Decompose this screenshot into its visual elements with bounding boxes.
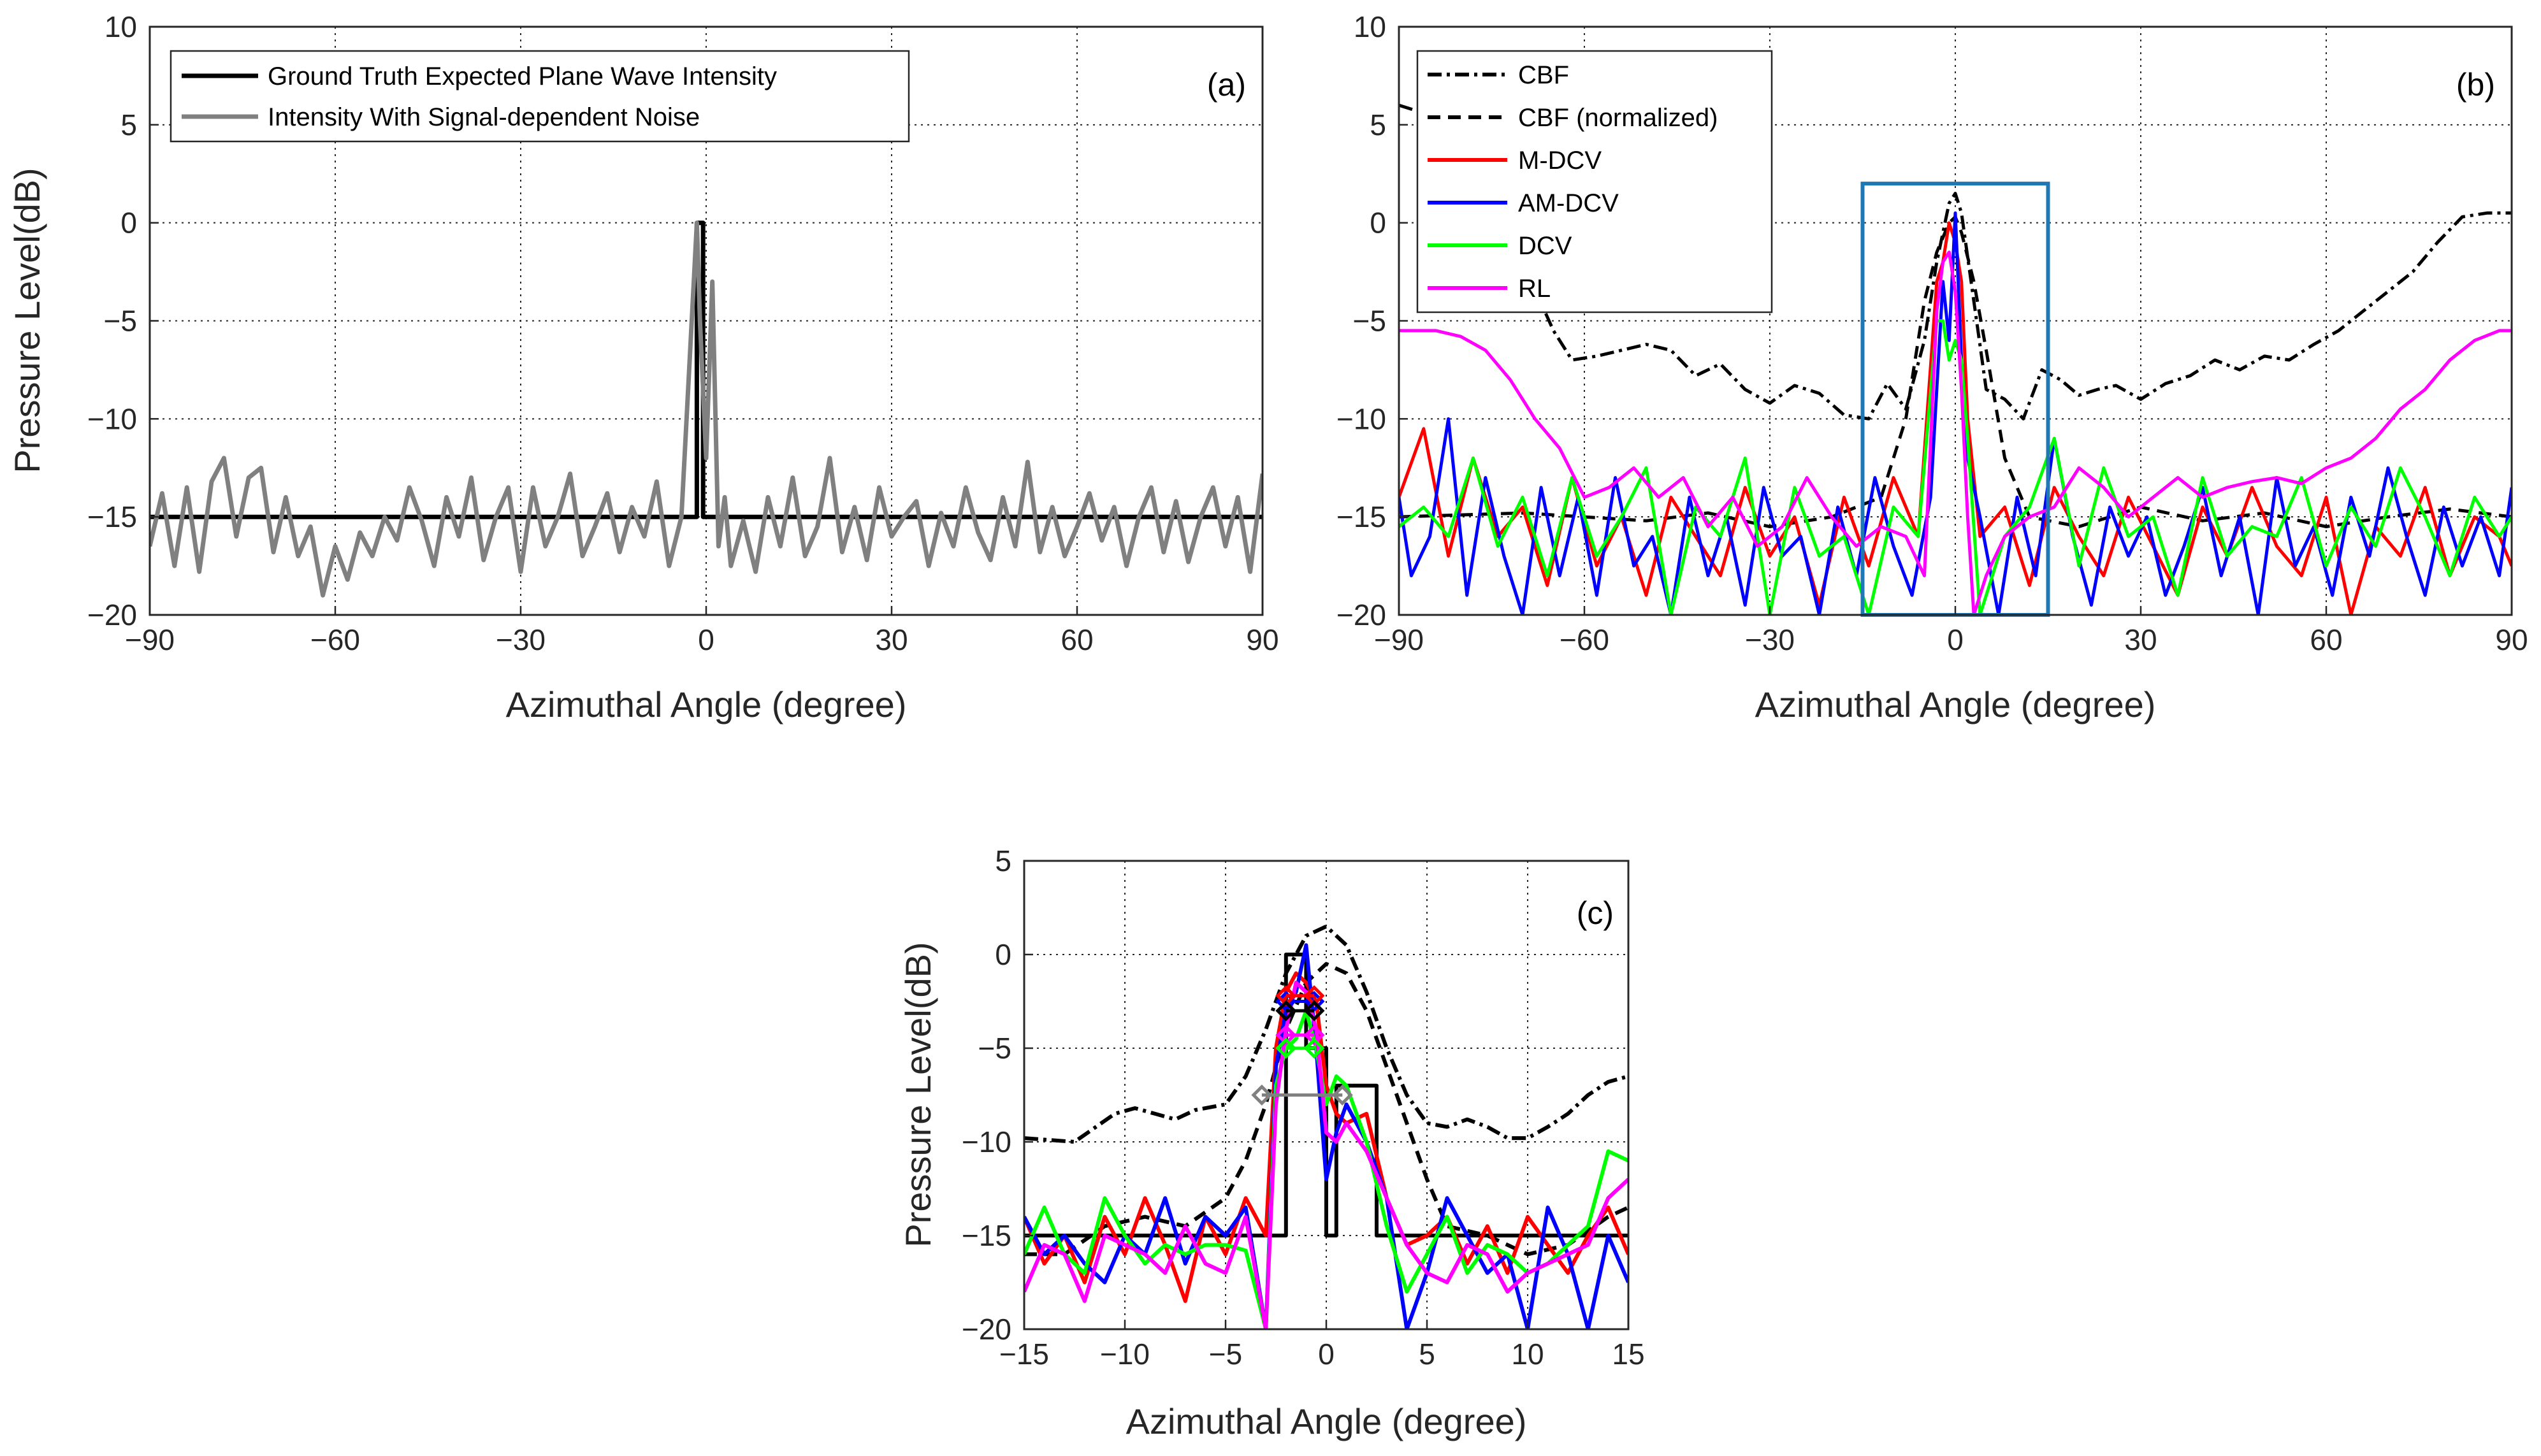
x-tick-label: 30 bbox=[875, 623, 908, 656]
panel-b-series bbox=[1399, 103, 2512, 615]
legend-dcv: DCV bbox=[1518, 232, 1572, 260]
x-tick-label: −10 bbox=[1100, 1337, 1150, 1371]
panel-b: −90 −60 −30 0 30 60 90 10 5 0 −5 −10 −15 −20 Azimutha… bbox=[1336, 10, 2528, 724]
legend-noise: Intensity With Signal-dependent Noise bbox=[268, 103, 700, 131]
x-tick-label: −90 bbox=[125, 623, 175, 656]
diamond-marker bbox=[1331, 1084, 1353, 1106]
y-tick-label: 0 bbox=[120, 206, 137, 240]
y-tick-label: −10 bbox=[1336, 402, 1386, 435]
x-tick-label: −30 bbox=[496, 623, 546, 656]
y-tick-label: −20 bbox=[87, 598, 137, 631]
y-tick-label: 5 bbox=[1370, 108, 1386, 141]
y-tick-label: −5 bbox=[1353, 305, 1386, 338]
legend-rl: RL bbox=[1518, 275, 1551, 303]
x-tick-label: 60 bbox=[1061, 623, 1093, 656]
legend-m-dcv: M-DCV bbox=[1518, 147, 1602, 175]
series-line-cbf-normalized bbox=[1024, 962, 1628, 1257]
series-line-cbf bbox=[1024, 924, 1628, 1144]
panel-c-xlabel: Azimuthal Angle (degree) bbox=[1126, 1401, 1527, 1441]
panel-c-series bbox=[1024, 924, 1628, 1329]
panel-c-ylabel: Pressure Level(dB) bbox=[898, 942, 938, 1247]
y-tick-label: −20 bbox=[962, 1313, 1011, 1346]
x-tick-label: −60 bbox=[1560, 623, 1609, 656]
panel-b-legend: CBF CBF (normalized) M-DCV AM-DCV DCV RL bbox=[1416, 50, 1773, 314]
x-tick-label: 15 bbox=[1612, 1337, 1644, 1371]
y-tick-label: 5 bbox=[995, 844, 1011, 877]
panel-a: −90 −60 −30 0 30 60 90 10 5 0 −5 −10 −15 −20 Azimutha… bbox=[7, 10, 1279, 724]
series-line-rl bbox=[1399, 250, 2512, 615]
x-tick-label: 90 bbox=[1246, 623, 1278, 656]
x-tick-label: 5 bbox=[1419, 1337, 1435, 1371]
x-tick-label: −5 bbox=[1209, 1337, 1242, 1371]
x-tick-label: −90 bbox=[1374, 623, 1424, 656]
x-tick-label: −60 bbox=[310, 623, 360, 656]
panel-b-xlabel: Azimuthal Angle (degree) bbox=[1755, 684, 2156, 724]
y-tick-label: 10 bbox=[1354, 10, 1386, 43]
diamond-marker bbox=[1275, 1037, 1297, 1059]
y-tick-label: −5 bbox=[978, 1032, 1011, 1065]
y-tick-label: −5 bbox=[104, 305, 137, 338]
x-tick-label: −15 bbox=[999, 1337, 1049, 1371]
x-tick-label: 90 bbox=[2495, 623, 2528, 656]
series-line-ground-truth-expected-plane-wave-intensity bbox=[150, 220, 1263, 519]
y-tick-label: 5 bbox=[120, 108, 137, 141]
y-tick-label: −15 bbox=[1336, 500, 1386, 533]
panel-b-tag: (b) bbox=[2456, 67, 2495, 103]
y-tick-label: −15 bbox=[87, 500, 137, 533]
diamond-marker bbox=[1275, 1024, 1297, 1046]
legend-ground-truth: Ground Truth Expected Plane Wave Intensi… bbox=[268, 62, 777, 90]
panel-c-tag: (c) bbox=[1577, 895, 1614, 931]
y-tick-label: −15 bbox=[962, 1219, 1011, 1252]
legend-am-dcv: AM-DCV bbox=[1518, 189, 1619, 217]
diamond-marker bbox=[1251, 1084, 1273, 1106]
y-tick-label: 0 bbox=[995, 938, 1011, 971]
panel-a-ylabel: Pressure Level(dB) bbox=[7, 168, 47, 473]
y-tick-label: 0 bbox=[1370, 206, 1386, 240]
panel-a-legend: Ground Truth Expected Plane Wave Intensi… bbox=[170, 50, 910, 143]
series-line-cbf bbox=[1399, 103, 2512, 421]
series-line-dcv bbox=[1399, 319, 2512, 615]
panel-a-tag: (a) bbox=[1207, 67, 1246, 103]
x-tick-label: 60 bbox=[2310, 623, 2342, 656]
panel-c-markers bbox=[1251, 985, 1353, 1106]
legend-cbf-normalized: CBF (normalized) bbox=[1518, 104, 1718, 132]
diamond-marker bbox=[1275, 1000, 1297, 1021]
diamond-marker bbox=[1303, 1000, 1325, 1021]
y-tick-label: −20 bbox=[1336, 598, 1386, 631]
panel-a-ticks: −90 −60 −30 0 30 60 90 10 5 0 −5 −10 −15 −20 bbox=[87, 10, 1279, 656]
x-tick-label: 10 bbox=[1511, 1337, 1544, 1371]
x-tick-label: 30 bbox=[2124, 623, 2157, 656]
y-tick-label: 10 bbox=[105, 10, 137, 43]
panel-b-ticks: −90 −60 −30 0 30 60 90 10 5 0 −5 −10 −15 −20 bbox=[1336, 10, 2528, 656]
x-tick-label: 0 bbox=[1947, 623, 1964, 656]
diamond-marker bbox=[1303, 1037, 1325, 1059]
diamond-marker bbox=[1303, 1024, 1325, 1046]
series-line-intensity-with-signal-dependent-noise bbox=[150, 220, 1263, 598]
legend-cbf: CBF bbox=[1518, 61, 1569, 89]
x-tick-label: 0 bbox=[698, 623, 714, 656]
x-tick-label: −30 bbox=[1745, 623, 1795, 656]
y-tick-label: −10 bbox=[87, 402, 137, 435]
x-tick-label: 0 bbox=[1318, 1337, 1335, 1371]
y-tick-label: −10 bbox=[962, 1125, 1011, 1158]
panel-a-xlabel: Azimuthal Angle (degree) bbox=[506, 684, 907, 724]
panel-a-series bbox=[150, 220, 1263, 598]
